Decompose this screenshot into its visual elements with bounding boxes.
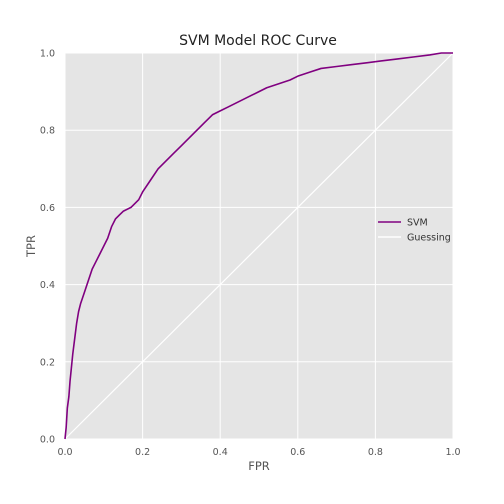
- y-axis-ticks: 0.0 0.2 0.4 0.6 0.8 1.0: [40, 49, 55, 446]
- series-line-svm: [64, 52, 453, 440]
- y-tick-label: 0.2: [40, 357, 55, 368]
- y-tick-label: 1.0: [40, 49, 55, 60]
- chart-title: SVM Model ROC Curve: [179, 33, 337, 49]
- series-line-guessing: [64, 52, 454, 440]
- x-tick-label: 0.2: [135, 447, 150, 458]
- grid-lines: [64, 52, 454, 440]
- x-tick-label: 0.4: [213, 447, 228, 458]
- legend-label-guessing: Guessing: [407, 233, 451, 244]
- series-layer: [64, 52, 454, 440]
- x-axis-ticks: 0.0 0.2 0.4 0.6 0.8 1.0: [57, 447, 460, 458]
- y-axis-label: TPR: [24, 235, 38, 258]
- y-tick-label: 0.4: [40, 280, 55, 291]
- y-tick-label: 0.6: [40, 203, 55, 214]
- y-tick-label: 0.0: [40, 435, 55, 446]
- x-tick-label: 0.8: [368, 447, 383, 458]
- x-tick-label: 0.0: [57, 447, 72, 458]
- legend-label-svm: SVM: [407, 218, 428, 229]
- x-axis-label: FPR: [248, 459, 270, 473]
- legend: SVM Guessing: [378, 218, 451, 244]
- x-tick-label: 1.0: [445, 447, 460, 458]
- y-tick-label: 0.8: [40, 126, 55, 137]
- x-tick-label: 0.6: [290, 447, 305, 458]
